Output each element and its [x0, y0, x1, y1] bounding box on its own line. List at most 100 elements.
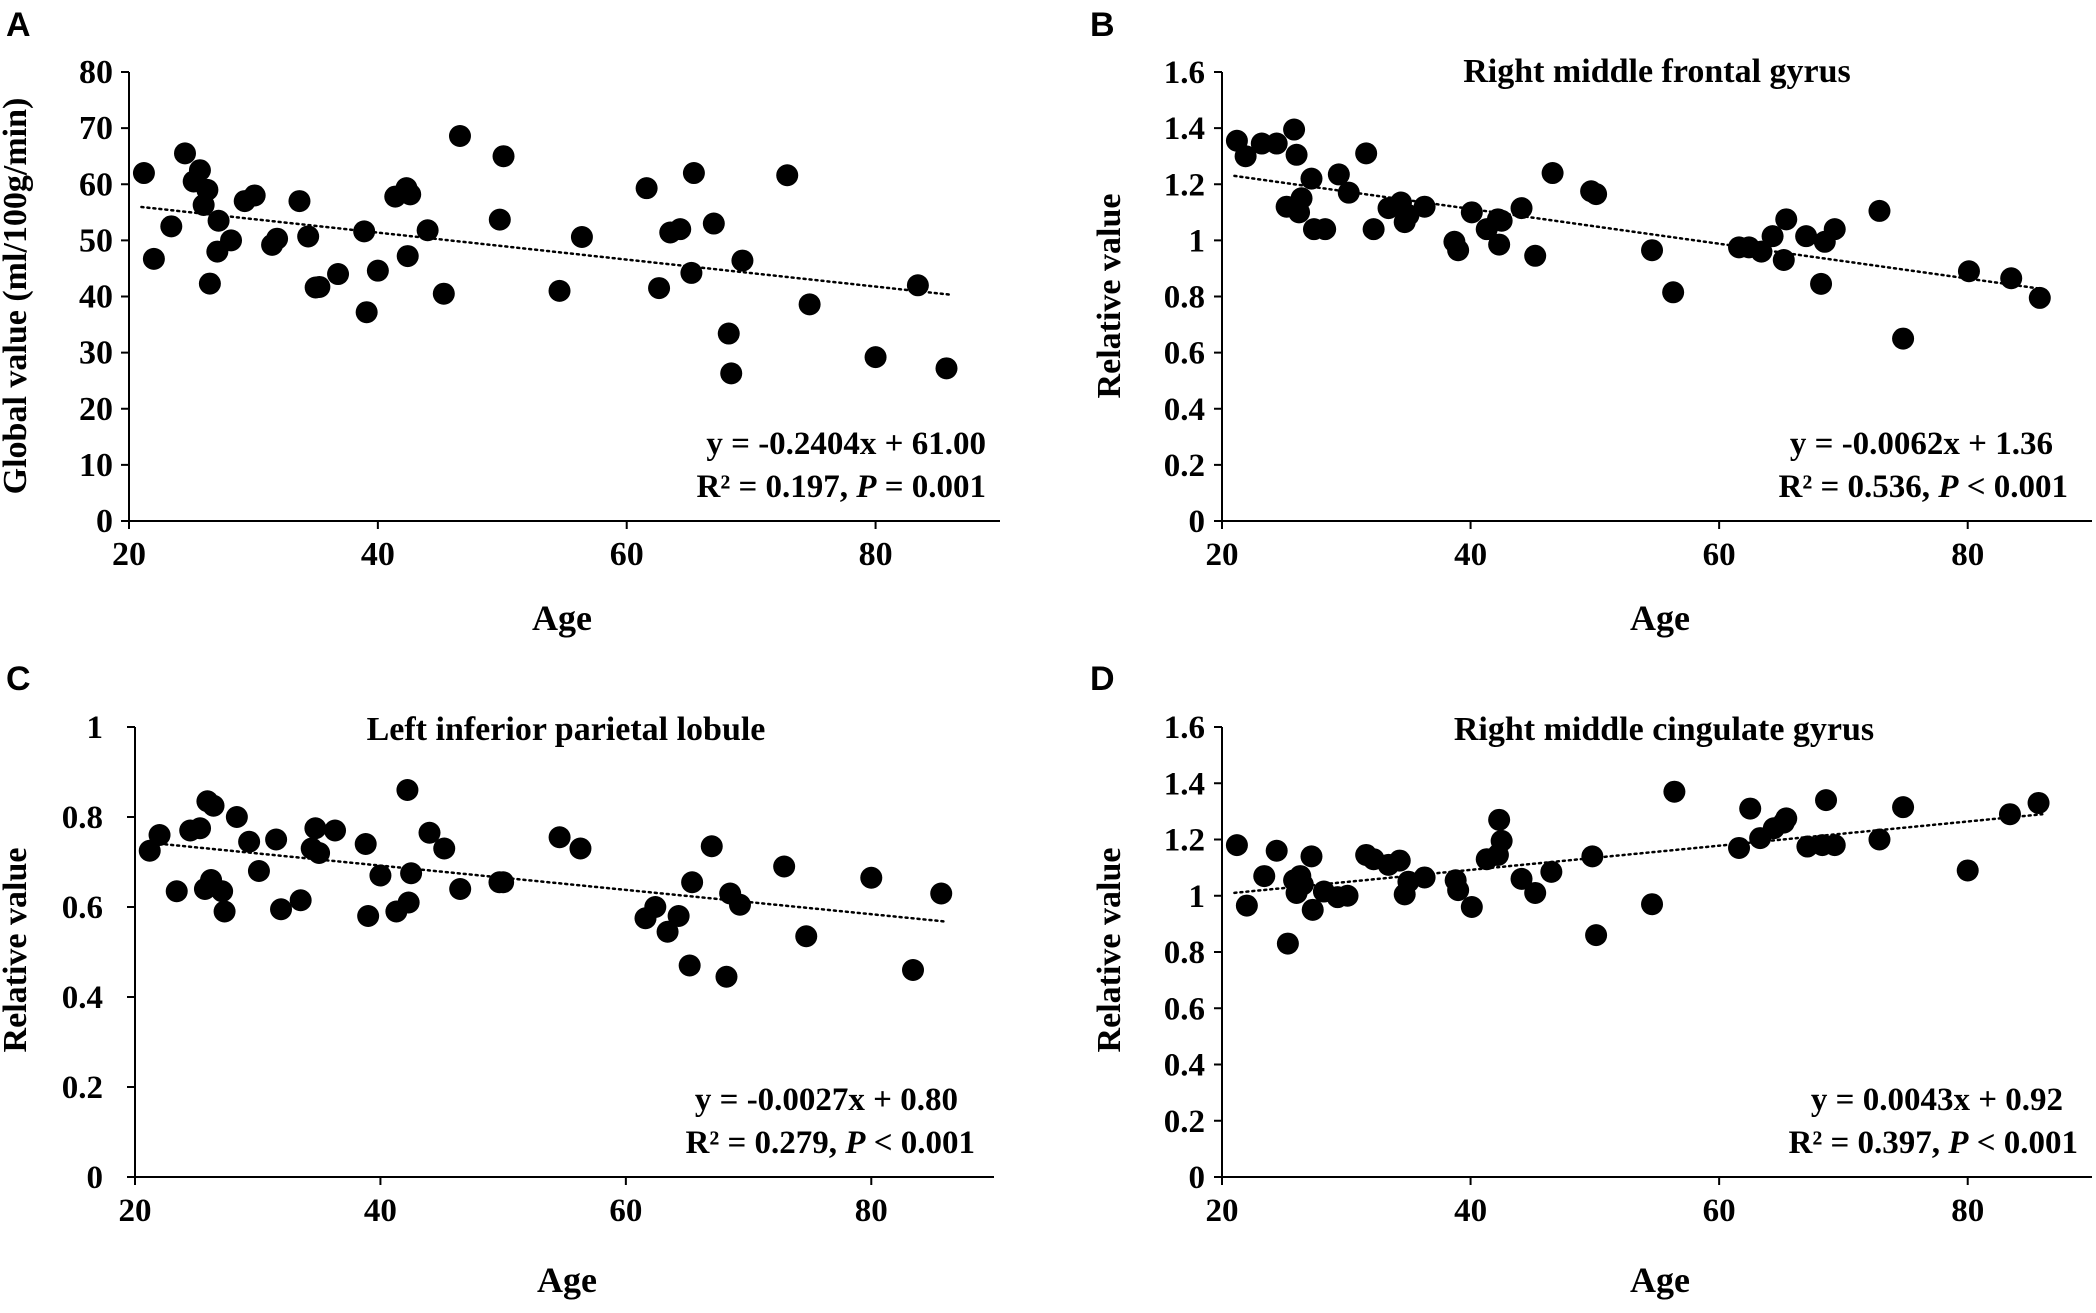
- panel-d-data-point: [1540, 860, 1563, 883]
- panel-b-ytick-label: 1.6: [1164, 55, 1205, 91]
- panel-c-data-point: [433, 837, 456, 860]
- panel-c-label: C: [6, 660, 31, 698]
- panel-a-data-point: [196, 178, 219, 201]
- panel-c-data-point: [678, 954, 701, 977]
- panel-b-data-point: [1397, 204, 1420, 227]
- panel-a-data-point: [207, 209, 230, 232]
- panel-a-data-point: [160, 215, 183, 238]
- panel-c-data-point: [138, 839, 161, 862]
- panel-c-ytick-label: 0.4: [62, 980, 103, 1016]
- panel-a-p-symbol: P: [855, 469, 877, 505]
- panel-b: B 0 0.2 0.4 0.6 0.8 1 1.2 1.4 1.6 20 40 60 80 Age Relat…: [1090, 6, 2092, 638]
- panel-b-data-point: [1868, 199, 1891, 222]
- panel-c-data-point: [569, 837, 592, 860]
- panel-d-data-point: [1892, 796, 1915, 819]
- panel-b-ytick-label: 0.6: [1164, 336, 1205, 372]
- panel-b-ylabel: Relative value: [1091, 194, 1128, 399]
- panel-a-r2-text: R² = 0.197,: [696, 469, 856, 505]
- panel-b-data-point: [1490, 209, 1513, 232]
- panel-d-ylabel: Relative value: [1091, 848, 1128, 1053]
- panel-b-ytick-label: 0.4: [1164, 392, 1205, 428]
- panel-c-trendline: [146, 841, 947, 923]
- panel-d: D 0 0.2 0.4 0.6 0.8 1 1.2 1.4 1.6 20 40 60 80 Age Relat…: [1090, 660, 2092, 1300]
- panel-a-data-point: [142, 247, 165, 270]
- panel-a-xtick-label: 40: [361, 536, 395, 573]
- panel-a-xtick-label: 60: [610, 536, 644, 573]
- panel-b-data-point: [1447, 239, 1470, 262]
- panel-b-ytick-label: 1.4: [1164, 111, 1205, 147]
- panel-a-data-point: [355, 301, 378, 324]
- panel-c-data-point: [225, 806, 248, 828]
- panel-a-ylabel: Global value (ml/100g/min): [0, 98, 34, 495]
- panel-d-stats: R² = 0.397, P < 0.001: [1788, 1125, 2078, 1161]
- panel-d-data-point: [1490, 829, 1513, 852]
- panel-d-data-point: [1868, 828, 1891, 851]
- panel-a-data-point: [864, 346, 887, 369]
- panel-d-data-point: [1775, 807, 1798, 830]
- panel-a-data-point: [396, 245, 419, 268]
- panel-b-ytick-label: 0: [1189, 504, 1206, 540]
- panel-b-label: B: [1090, 6, 1115, 44]
- panel-b-data-point: [1795, 225, 1818, 248]
- panel-b-data-point: [1362, 218, 1385, 241]
- panel-b-trendline: [1233, 174, 2044, 291]
- panel-c-data-point: [369, 864, 392, 887]
- panel-b-p-symbol: P: [1937, 469, 1959, 505]
- panel-b-data-point: [1488, 233, 1511, 256]
- panel-a-ytick-label: 20: [79, 391, 113, 428]
- panel-d-xtick-label: 20: [1206, 1193, 1239, 1229]
- panel-c-data-point: [265, 828, 288, 851]
- panel-a-data-point: [220, 229, 243, 252]
- panel-c-data-point: [289, 889, 312, 912]
- panel-b-data-point: [1413, 195, 1436, 218]
- panel-b-data-point: [2000, 267, 2023, 290]
- panel-d-ytick-label: 0.2: [1164, 1104, 1205, 1140]
- panel-c-data-point: [189, 817, 212, 840]
- panel-b-data-point: [1327, 163, 1350, 186]
- panel-b-xtick-label: 40: [1454, 537, 1487, 573]
- panel-d-data-point: [1265, 839, 1288, 862]
- panel-a-data-point: [366, 259, 389, 282]
- panel-a: A 0 10 20 30 40 50 60 70 80 20 40 60 80 Age Global valu…: [0, 6, 1000, 638]
- panel-d-ytick-label: 1.6: [1164, 710, 1205, 746]
- panel-d-data-point: [1336, 884, 1359, 907]
- panel-b-ytick-label: 1: [1189, 223, 1206, 259]
- panel-d-equation: y = 0.0043x + 0.92: [1811, 1082, 2063, 1118]
- panel-a-p-value: = 0.001: [876, 469, 986, 505]
- panel-a-data-point: [353, 220, 376, 243]
- panel-a-trendline: [140, 205, 952, 296]
- panel-c-data-point: [667, 905, 690, 927]
- panel-d-data-point: [1641, 893, 1664, 916]
- panel-c-data-point: [202, 794, 225, 817]
- panel-a-ytick-label: 60: [79, 166, 113, 203]
- panel-a-ytick-label: 50: [79, 222, 113, 259]
- panel-d-data-point: [1225, 834, 1248, 857]
- panel-a-data-point: [935, 357, 958, 380]
- panel-c: C 0 0.2 0.4 0.6 0.8 1 20 40 60 80 Age Relative value…: [0, 660, 994, 1300]
- panel-d-data-point: [1585, 924, 1608, 947]
- panel-c-data-point: [308, 842, 331, 864]
- panel-d-xtick-label: 80: [1951, 1193, 1984, 1229]
- panel-d-p-symbol: P: [1947, 1125, 1969, 1161]
- panel-c-data-point: [357, 905, 380, 927]
- panel-d-data-point: [1739, 797, 1762, 820]
- panel-d-data-point: [1728, 836, 1751, 859]
- panel-a-data-point: [432, 282, 455, 305]
- panel-d-ytick-label: 0: [1189, 1160, 1206, 1196]
- panel-d-xlabel: Age: [1630, 1260, 1690, 1300]
- panel-d-data-point: [1823, 834, 1846, 857]
- panel-b-data-point: [1300, 167, 1323, 190]
- panel-b-p-value: < 0.001: [1958, 469, 2068, 505]
- panel-a-equation: y = -0.2404x + 61.00: [706, 426, 986, 462]
- panel-a-data-point: [492, 145, 515, 168]
- panel-b-data-point: [2028, 286, 2051, 309]
- panel-d-data-point: [1510, 867, 1533, 890]
- panel-d-data-point: [1235, 894, 1258, 917]
- panel-d-data-point: [1460, 896, 1483, 918]
- panel-c-data-point: [795, 925, 818, 948]
- panel-d-title: Right middle cingulate gyrus: [1454, 711, 1874, 748]
- panel-a-data-point: [132, 162, 155, 185]
- panel-a-data-point: [297, 225, 320, 248]
- panel-a-data-point: [570, 226, 593, 249]
- panel-b-xtick-label: 60: [1703, 537, 1736, 573]
